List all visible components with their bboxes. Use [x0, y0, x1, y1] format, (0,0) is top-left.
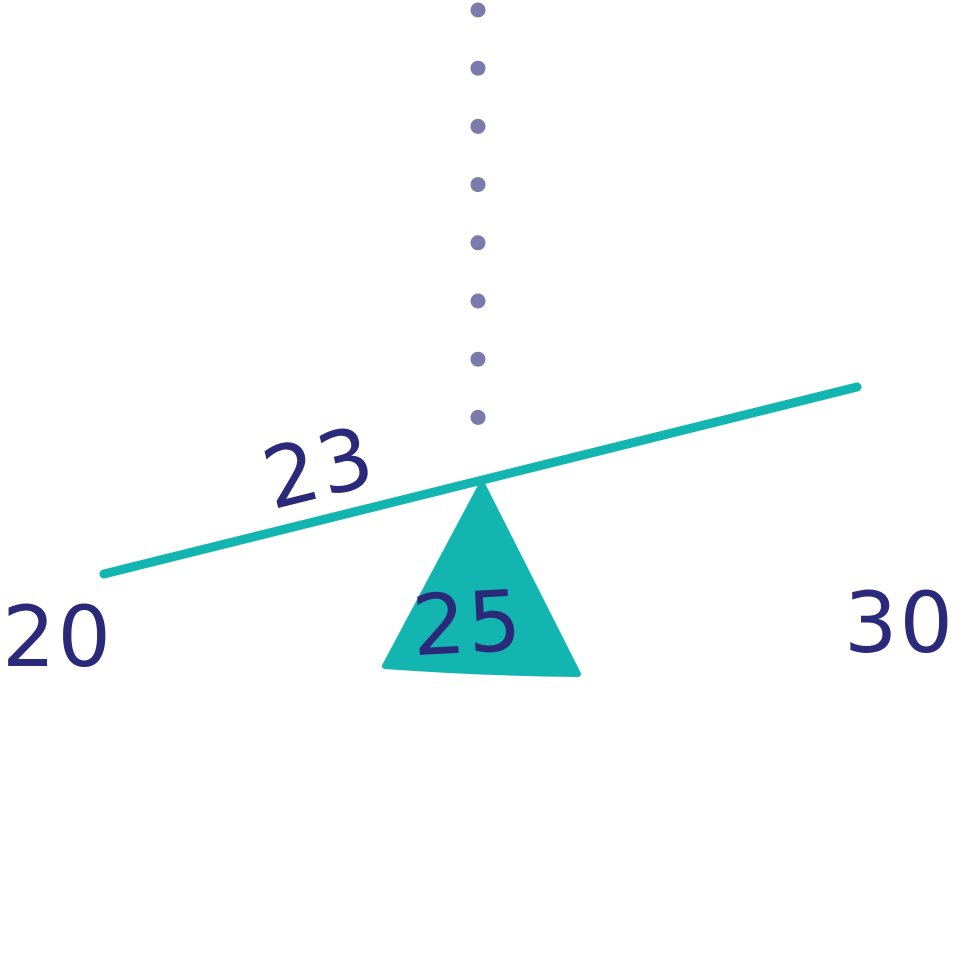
- dot: [470, 409, 486, 425]
- fulcrum-triangle-icon: [382, 481, 581, 677]
- seesaw-beam: [99, 382, 862, 579]
- dot: [470, 2, 486, 18]
- dot: [470, 293, 486, 309]
- dot: [470, 235, 486, 251]
- fulcrum-value-label: 25: [410, 572, 526, 676]
- right-end-label: 30: [844, 574, 955, 672]
- dot: [470, 177, 486, 193]
- dot: [470, 118, 486, 134]
- left-end-label: 20: [2, 588, 113, 686]
- dotted-vertical-line: [470, 2, 486, 425]
- dot: [470, 351, 486, 367]
- dot: [470, 60, 486, 76]
